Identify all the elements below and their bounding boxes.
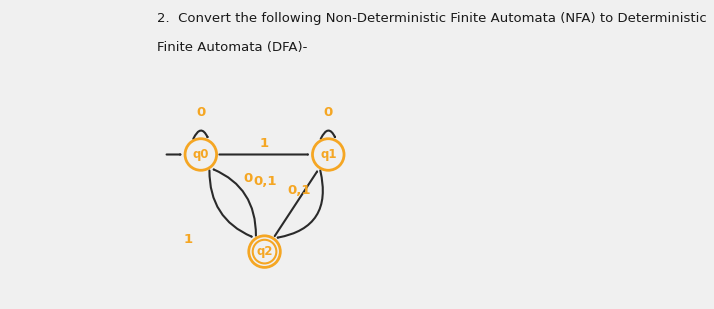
- Text: 0: 0: [323, 106, 333, 119]
- Text: 1: 1: [260, 138, 269, 150]
- FancyArrowPatch shape: [209, 171, 251, 237]
- Text: 0: 0: [243, 172, 253, 185]
- FancyArrowPatch shape: [278, 170, 323, 238]
- Text: 0,1: 0,1: [288, 184, 311, 197]
- FancyArrowPatch shape: [275, 171, 317, 236]
- Text: 2.  Convert the following Non-Deterministic Finite Automata (NFA) to Determinist: 2. Convert the following Non-Determinist…: [157, 12, 707, 25]
- Text: q1: q1: [320, 148, 336, 161]
- Text: q2: q2: [256, 245, 273, 258]
- Text: q0: q0: [193, 148, 209, 161]
- FancyArrowPatch shape: [213, 170, 256, 236]
- Text: 1: 1: [183, 233, 193, 246]
- Text: 0,1: 0,1: [253, 175, 277, 188]
- Text: 0: 0: [196, 106, 206, 119]
- Text: Finite Automata (DFA)-: Finite Automata (DFA)-: [157, 41, 307, 54]
